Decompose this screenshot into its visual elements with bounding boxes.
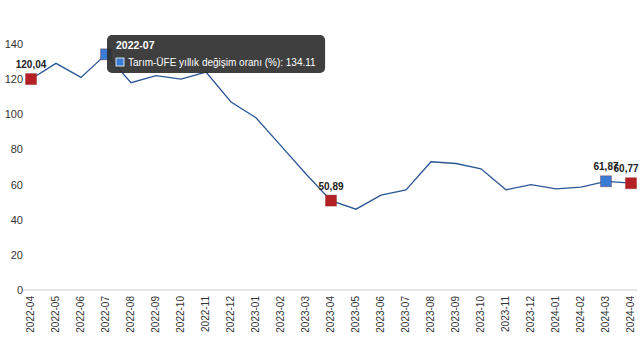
x-tick-label: 2022-08 — [125, 296, 136, 333]
x-tick-label: 2022-12 — [225, 296, 236, 333]
x-tick-label: 2024-02 — [575, 296, 586, 333]
x-tick-label: 2022-05 — [50, 296, 61, 333]
x-tick-label: 2023-05 — [350, 296, 361, 333]
marker — [626, 178, 637, 189]
data-label: 120,04 — [16, 59, 47, 70]
x-tick-label: 2023-08 — [425, 296, 436, 333]
x-tick-label: 2023-01 — [250, 296, 261, 333]
x-axis-line — [23, 290, 637, 291]
x-tick-label: 2023-09 — [450, 296, 461, 333]
x-tick-label: 2022-04 — [25, 296, 36, 333]
x-tick-label: 2022-07 — [100, 296, 111, 333]
x-tick-label: 2022-06 — [75, 296, 86, 333]
y-tick-label: 140 — [5, 38, 23, 50]
chart: 0 20 40 60 80 100 120 140 2022-04 2022-05 2022-06 2… — [0, 0, 641, 350]
x-tick-label: 2024-01 — [550, 296, 561, 333]
x-tick-label: 2022-11 — [200, 296, 211, 332]
x-tick-label: 2023-03 — [300, 296, 311, 333]
x-tick-label: 2023-12 — [525, 296, 536, 333]
y-tick-label: 120 — [5, 73, 23, 85]
tooltip-swatch — [116, 58, 124, 66]
y-tick-label: 60 — [11, 179, 23, 191]
x-tick-label: 2024-04 — [625, 296, 636, 333]
data-label: 60,77 — [614, 163, 639, 174]
x-tick-label: 2023-04 — [325, 296, 336, 333]
y-tick-label: 20 — [11, 249, 23, 261]
x-tick-label: 2023-06 — [375, 296, 386, 333]
x-tick-label: 2022-10 — [175, 296, 186, 333]
y-tick-label: 80 — [11, 143, 23, 155]
marker — [326, 195, 337, 206]
x-tick-label: 2023-02 — [275, 296, 286, 333]
tooltip-title: 2022-07 — [116, 39, 155, 51]
tooltip-bg — [107, 35, 325, 73]
x-tick-label: 2024-03 — [600, 296, 611, 333]
line — [31, 54, 631, 209]
tooltip-text: Tarım-ÜFE yıllık değişim oranı (%): 134.… — [128, 57, 316, 68]
y-tick-label: 100 — [5, 108, 23, 120]
x-tick-label: 2023-07 — [400, 296, 411, 333]
y-tick-label: 0 — [17, 284, 23, 296]
x-tick-label: 2023-11 — [500, 296, 511, 332]
y-tick-label: 40 — [11, 214, 23, 226]
data-label: 50,89 — [318, 181, 343, 192]
marker — [601, 176, 612, 187]
marker — [26, 74, 37, 85]
x-tick-label: 2023-10 — [475, 296, 486, 333]
labels: 120,0450,8961,8760,77 — [16, 59, 639, 192]
x-tick-label: 2022-09 — [150, 296, 161, 333]
tooltip: 2022-07 Tarım-ÜFE yıllık değişim oranı (%… — [107, 35, 325, 73]
